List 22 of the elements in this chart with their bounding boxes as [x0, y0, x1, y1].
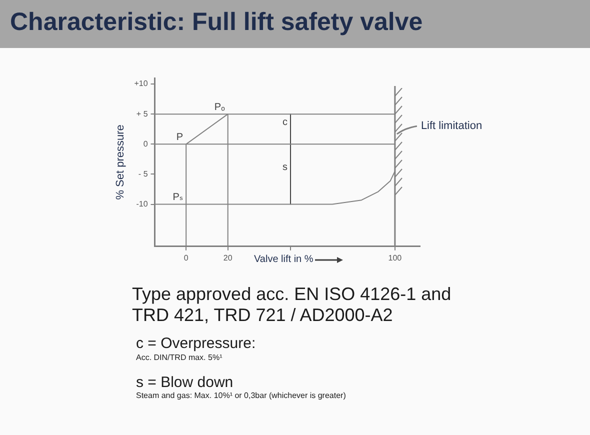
annotation: Pₒ — [214, 102, 226, 113]
text: Type approved acc. EN ISO 4126-1 and TRD 421, TRD 721 / AD2000-A2 — [132, 284, 452, 326]
y-axis-title: % Set pressure — [114, 124, 127, 200]
ref-line-label: Lift limitation — [420, 120, 482, 132]
x-tick-label: 0 — [184, 253, 189, 262]
text: Steam and gas: Max. 10%¹ or 0,3bar (whichever is greater) — [136, 391, 347, 400]
annotation: Pₛ — [172, 192, 184, 204]
y-tick-label: - 5 — [138, 169, 148, 178]
y-tick-label: 0 — [143, 139, 148, 148]
x-axis-title: Valve lift in % — [254, 254, 314, 265]
y-tick-label: +10 — [134, 79, 148, 88]
annotation: c — [282, 116, 288, 128]
annotation: P — [176, 132, 184, 143]
y-tick-label: + 5 — [136, 109, 148, 118]
x-tick-label: 100 — [388, 253, 402, 262]
text: s = Blow down — [136, 374, 234, 392]
x-tick-label: 20 — [223, 253, 233, 262]
text: c = Overpressure: — [136, 335, 257, 353]
text: Acc. DIN/TRD max. 5%¹ — [136, 352, 224, 362]
annotation: s — [282, 162, 288, 173]
chart-title: Characteristic: Full lift safety valve — [10, 8, 423, 37]
y-tick-label: -10 — [136, 200, 148, 209]
